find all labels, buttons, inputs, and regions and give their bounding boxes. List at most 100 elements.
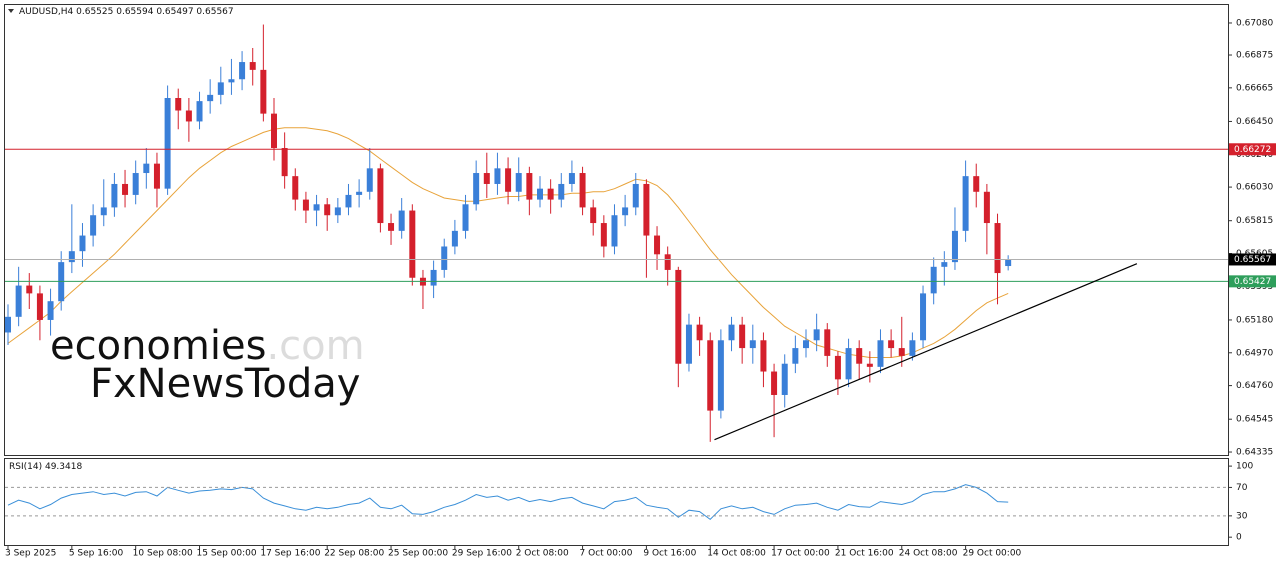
candle-body bbox=[334, 207, 341, 216]
level-label: 0.65427 bbox=[1234, 277, 1271, 287]
candle-body bbox=[898, 348, 905, 356]
x-tick-label: 15 Sep 00:00 bbox=[197, 549, 257, 559]
candle-body bbox=[122, 183, 129, 195]
y-tick-label: 0.66450 bbox=[1236, 117, 1273, 127]
candle-body bbox=[930, 266, 937, 294]
y-tick-label: 0.65180 bbox=[1236, 315, 1273, 325]
candle-body bbox=[36, 293, 43, 320]
candle-body bbox=[5, 316, 11, 333]
x-tick-label: 29 Oct 00:00 bbox=[963, 549, 1022, 559]
candle-body bbox=[547, 188, 554, 200]
candle-body bbox=[600, 223, 607, 247]
y-tick-label: 0.66875 bbox=[1236, 51, 1273, 61]
rsi-name: RSI(14) bbox=[9, 462, 42, 472]
x-tick-label: 22 Sep 08:00 bbox=[324, 549, 384, 559]
candle-body bbox=[749, 340, 756, 349]
level-label-box bbox=[1229, 275, 1276, 288]
candle-body bbox=[196, 101, 203, 122]
candle-body bbox=[707, 340, 714, 411]
candle-body bbox=[537, 188, 543, 200]
candle-body bbox=[983, 191, 990, 224]
candle-body bbox=[143, 163, 150, 174]
x-tick-label: 21 Oct 16:00 bbox=[835, 549, 894, 559]
candle-body bbox=[313, 204, 320, 211]
header-close: 0.65567 bbox=[196, 7, 233, 17]
candle-body bbox=[558, 183, 565, 200]
candle-body bbox=[590, 207, 597, 224]
collapse-icon bbox=[8, 9, 14, 13]
candle-body bbox=[249, 62, 256, 70]
candle-body bbox=[271, 113, 277, 149]
candle-body bbox=[153, 163, 160, 189]
candle-body bbox=[728, 324, 735, 341]
rsi-tick-label: 0 bbox=[1236, 533, 1242, 543]
candle-body bbox=[632, 183, 639, 208]
rsi-header: RSI(14) 49.3418 bbox=[9, 462, 82, 472]
candle-body bbox=[611, 215, 618, 247]
level-label: 0.66272 bbox=[1234, 145, 1271, 155]
candle-body bbox=[526, 173, 533, 200]
candle-body bbox=[920, 293, 927, 341]
candle-body bbox=[388, 223, 395, 231]
y-tick-label: 0.64545 bbox=[1236, 415, 1273, 425]
x-tick-label: 9 Oct 16:00 bbox=[643, 549, 696, 559]
candle-body bbox=[866, 363, 873, 367]
candle-body bbox=[941, 262, 948, 267]
rsi-line bbox=[7, 484, 1009, 521]
candle-body bbox=[654, 235, 661, 255]
x-tick-label: 24 Oct 08:00 bbox=[899, 549, 958, 559]
x-tick-label: 2 Oct 08:00 bbox=[516, 549, 569, 559]
candle-body bbox=[377, 168, 384, 224]
level-label-box bbox=[1229, 143, 1276, 156]
candle-body bbox=[451, 230, 458, 247]
candle-body bbox=[207, 94, 214, 102]
candle-body bbox=[217, 82, 224, 95]
x-tick-label: 5 Sep 16:00 bbox=[69, 549, 124, 559]
candle-body bbox=[356, 191, 363, 195]
trendline bbox=[714, 263, 1138, 441]
candle-body bbox=[845, 348, 852, 380]
price-label: 0.65567 bbox=[1234, 255, 1271, 265]
candle-body bbox=[228, 79, 235, 83]
candle-body bbox=[803, 340, 809, 349]
x-tick-label: 14 Oct 08:00 bbox=[707, 549, 766, 559]
candle-body bbox=[909, 340, 916, 356]
price-panel bbox=[4, 4, 1229, 456]
candle-body bbox=[643, 183, 650, 236]
header-open: 0.65525 bbox=[76, 7, 113, 17]
candle-body bbox=[994, 223, 1001, 274]
x-tick-label: 3 Sep 2025 bbox=[5, 549, 56, 559]
candle-body bbox=[79, 235, 86, 252]
rsi-tick-label: 30 bbox=[1236, 511, 1248, 521]
candle-body bbox=[324, 204, 331, 216]
symbol: AUDUSD,H4 bbox=[19, 7, 74, 17]
candle-body bbox=[568, 173, 575, 184]
x-tick-label: 25 Sep 00:00 bbox=[388, 549, 448, 559]
candle-body bbox=[771, 371, 778, 395]
candle-body bbox=[366, 168, 373, 192]
y-tick-label: 0.66030 bbox=[1236, 183, 1273, 193]
candle-body bbox=[483, 173, 490, 184]
candle-body bbox=[281, 148, 288, 177]
candle-body bbox=[1005, 259, 1012, 267]
candle-body bbox=[760, 340, 767, 372]
candle-body bbox=[717, 340, 724, 411]
candle-body bbox=[15, 285, 22, 317]
candle-body bbox=[90, 215, 97, 236]
candle-body bbox=[834, 355, 841, 380]
candle-body bbox=[462, 204, 469, 231]
candle-body bbox=[441, 246, 448, 270]
watermark-brand: economies bbox=[50, 323, 266, 369]
y-tick-label: 0.64970 bbox=[1236, 348, 1273, 358]
candle-body bbox=[164, 98, 171, 189]
candle-body bbox=[792, 348, 799, 364]
candle-body bbox=[430, 269, 437, 286]
rsi-panel bbox=[4, 458, 1229, 546]
y-tick-label: 0.66665 bbox=[1236, 83, 1273, 93]
watermark-suffix: .com bbox=[266, 323, 364, 369]
candle-body bbox=[175, 98, 182, 111]
candle-body bbox=[100, 207, 107, 216]
candle-body bbox=[579, 173, 586, 208]
